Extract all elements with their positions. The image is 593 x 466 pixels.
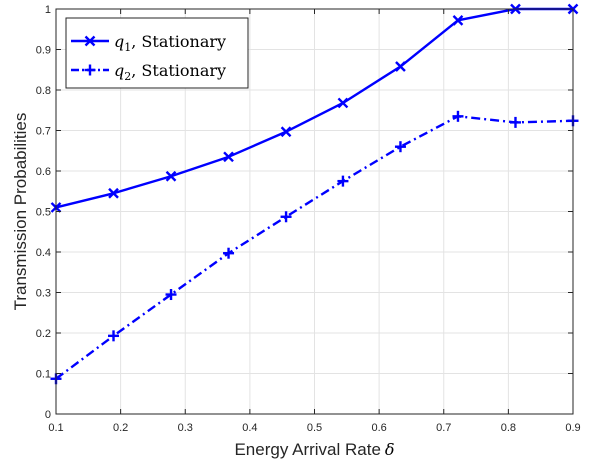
y-tick-label: 0.1 [36, 369, 51, 381]
data-point-q1-stroke [108, 187, 119, 199]
y-tick-label: 0.8 [36, 85, 51, 97]
data-point-q1 [165, 170, 177, 182]
data-point-q2 [509, 116, 521, 128]
y-tick-label: 0.2 [36, 328, 51, 340]
series-line-q1 [55, 7, 573, 209]
data-point-q1 [108, 187, 119, 199]
legend-comma: , [131, 32, 141, 51]
y-tick-label: 0.6 [36, 166, 51, 178]
grid [56, 9, 573, 414]
tick-layer: 0.1 0.2 0.3 0.4 0.5 0.6 0.7 0.8 0.900.10.20.30.4… [36, 4, 581, 434]
legend-math-base: q [114, 61, 124, 80]
data-point-q1-stroke [223, 151, 234, 163]
x-tick-label: 0.1 [48, 422, 63, 434]
data-point-q1-stroke [337, 97, 349, 109]
data-point-q1-stroke [452, 14, 464, 26]
x-tick-label: 0.8 [501, 422, 516, 434]
data-point-q2 [394, 141, 406, 153]
data-point-q1 [452, 14, 464, 26]
data-point-q1 [223, 151, 234, 163]
x-axis-label-symbol: δ [385, 440, 395, 459]
legend-math-sub: 2 [124, 70, 131, 83]
x-axis-label: Energy Arrival Rate δ [234, 440, 394, 459]
x-tick-label: 0.4 [242, 422, 257, 434]
data-point-q2 [165, 289, 177, 301]
data-point-q1-stroke [395, 61, 406, 72]
y-tick-label: 1 [45, 4, 51, 16]
legend-comma: , [131, 61, 141, 80]
data-point-q2 [452, 110, 464, 122]
x-tick-label: 0.5 [307, 422, 322, 434]
data-point-q1 [395, 61, 406, 72]
legend-label-q1: q1, Stationary [114, 32, 226, 54]
y-tick-label: 0.5 [36, 207, 51, 219]
data-point-q1 [337, 97, 349, 109]
x-tick-label: 0.6 [371, 422, 386, 434]
legend-math-base: q [114, 32, 124, 51]
legend-series-name: Stationary [141, 32, 226, 51]
legend-marker-q1 [84, 35, 96, 47]
data-point-q2 [337, 175, 349, 187]
legend-label-q2: q2, Stationary [114, 61, 226, 83]
y-axis-label: Transmission Probabilities [11, 113, 30, 311]
y-tick-label: 0.4 [36, 247, 51, 259]
y-tick-label: 0.9 [36, 45, 51, 57]
data-point-q2 [280, 211, 292, 223]
x-tick-label: 0.2 [113, 422, 128, 434]
data-point-q1 [280, 126, 292, 138]
x-tick-label: 0.7 [436, 422, 451, 434]
legend-marker-q1-stroke [84, 35, 96, 47]
data-point-q1-stroke [280, 126, 292, 138]
data-point-q2 [223, 247, 235, 259]
data-point-q2 [108, 330, 120, 342]
y-tick-label: 0 [45, 409, 51, 421]
legend-box [65, 17, 249, 89]
y-tick-label: 0.3 [36, 288, 51, 300]
legend-marker-q2 [84, 64, 96, 76]
x-tick-label: 0.3 [178, 422, 193, 434]
x-axis-label-text: Energy Arrival Rate [234, 440, 380, 459]
legend-math-sub: 1 [124, 41, 131, 54]
x-tick-label: 0.9 [565, 422, 580, 434]
legend-series-name: Stationary [141, 61, 226, 80]
y-tick-label: 0.7 [36, 126, 51, 138]
data-point-q1-stroke [165, 170, 177, 182]
